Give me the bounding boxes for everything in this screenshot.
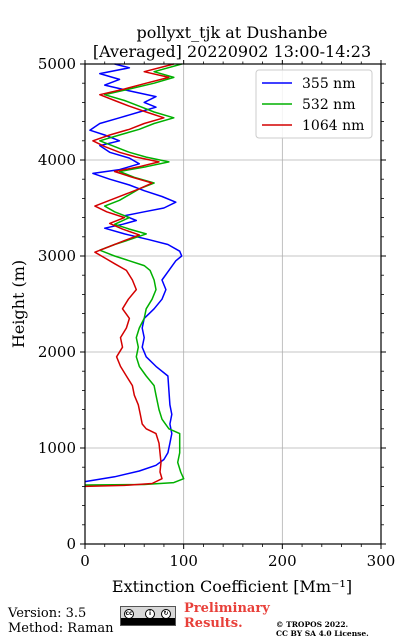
cc-license-badge: cc i ↻ [120,606,176,626]
x-tick-label: 200 [268,552,297,570]
legend: 355 nm 532 nm 1064 nm [255,69,373,139]
x-tick-label: 0 [80,552,90,570]
legend-box [255,69,373,139]
preliminary-line1: Preliminary [184,601,270,616]
y-tick-label: 1000 [38,439,76,457]
y-tick-label: 4000 [38,151,76,169]
plot-frame [84,63,382,545]
method-text: Method: Raman [8,621,114,636]
legend-label: 532 nm [302,97,355,113]
y-tick-label: 3000 [38,247,76,265]
series-line-355-nm [84,63,183,483]
y-tick-label: 2000 [38,343,76,361]
y-tick-label: 5000 [38,55,76,73]
chart-title: pollyxt_tjk at Dushanbe [136,23,327,42]
copyright-notice: © TROPOS 2022. CC BY SA 4.0 License. [276,620,369,638]
legend-label: 1064 nm [302,118,364,134]
preliminary-line2: Results. [184,616,243,631]
x-tick-label: 100 [169,552,198,570]
preliminary-notice: Preliminary Results. [184,601,270,631]
copyright-line2: CC BY SA 4.0 License. [276,629,369,638]
series-line-1064-nm [84,63,174,488]
legend-label: 355 nm [302,76,355,92]
chart-subtitle: [Averaged] 20220902 13:00-14:23 [93,42,371,61]
y-tick-label: 0 [66,535,76,553]
series-layer [84,63,185,488]
version-text: Version: 3.5 [8,606,87,621]
x-axis-label: Extinction Coefficient [Mm⁻¹] [112,577,352,596]
y-axis-label: Height (m) [9,260,28,348]
copyright-line1: © TROPOS 2022. [276,620,349,629]
x-tick-label: 300 [367,552,396,570]
series-line-532-nm [84,63,185,486]
